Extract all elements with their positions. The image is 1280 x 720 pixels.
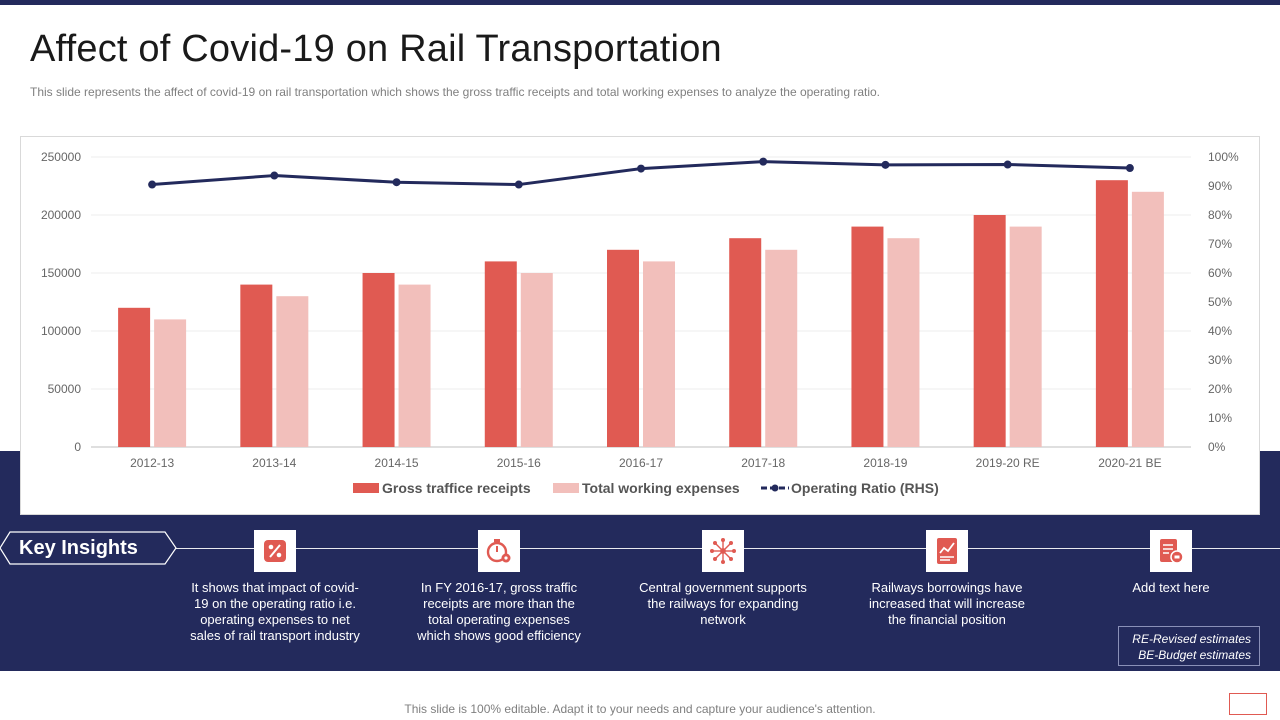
y-right-tick-label: 20%: [1208, 382, 1232, 396]
bar-working-expenses: [398, 284, 431, 447]
x-tick-label: 2019-20 RE: [976, 456, 1040, 470]
bar-gross-receipts: [851, 226, 884, 447]
y-right-tick-label: 50%: [1208, 295, 1232, 309]
legend-swatch-working-expenses: [553, 483, 579, 493]
bar-working-expenses: [1131, 191, 1164, 447]
bar-working-expenses: [887, 238, 920, 447]
finance-document-icon: [1150, 530, 1192, 572]
insight-text-3: Central government supports the railways…: [639, 580, 807, 627]
y-right-tick-label: 40%: [1208, 324, 1232, 338]
x-tick-label: 2013-14: [252, 456, 296, 470]
x-tick-label: 2020-21 BE: [1098, 456, 1161, 470]
legend-label-operating-ratio: Operating Ratio (RHS): [791, 480, 939, 496]
operating-ratio-point: [759, 157, 768, 166]
bar-gross-receipts: [729, 238, 762, 447]
abbreviation-notes: RE-Revised estimates BE-Budget estimates: [1118, 626, 1260, 666]
insight-item-3: Central government supports the railways…: [638, 530, 808, 628]
bar-gross-receipts: [973, 215, 1006, 447]
top-accent-bar: [0, 0, 1280, 5]
bar-working-expenses: [154, 319, 187, 447]
bar-gross-receipts: [362, 273, 395, 447]
x-tick-label: 2018-19: [863, 456, 907, 470]
insight-text-2: In FY 2016-17, gross traffic receipts ar…: [417, 580, 581, 643]
timer-gear-icon: [478, 530, 520, 572]
bar-gross-receipts: [118, 307, 151, 447]
bar-working-expenses: [276, 296, 309, 447]
legend-label-gross-receipts: Gross traffice receipts: [382, 480, 531, 496]
insight-item-1: It shows that impact of covid-19 on the …: [190, 530, 360, 644]
bar-gross-receipts: [240, 284, 273, 447]
x-tick-label: 2014-15: [375, 456, 419, 470]
insight-item-4: Railways borrowings have increased that …: [862, 530, 1032, 628]
x-tick-label: 2016-17: [619, 456, 663, 470]
bar-gross-receipts: [607, 249, 639, 447]
bar-working-expenses: [643, 261, 675, 447]
financial-report-icon: [926, 530, 968, 572]
operating-ratio-point: [392, 178, 401, 187]
y-right-tick-label: 80%: [1208, 208, 1232, 222]
footer-text: This slide is 100% editable. Adapt it to…: [404, 702, 876, 716]
corner-decoration: [1229, 693, 1267, 715]
y-left-tick-label: 200000: [41, 208, 81, 222]
insight-text-1: It shows that impact of covid-19 on the …: [190, 580, 360, 643]
operating-ratio-point: [148, 180, 157, 189]
insight-item-5: Add text here: [1086, 530, 1256, 596]
x-tick-label: 2015-16: [497, 456, 541, 470]
note-revised-estimates: RE-Revised estimates: [1132, 632, 1251, 646]
operating-ratio-point: [1125, 164, 1134, 173]
operating-ratio-point: [1003, 160, 1012, 169]
network-people-icon: [702, 530, 744, 572]
page-subtitle: This slide represents the affect of covi…: [30, 85, 881, 99]
percent-icon: [254, 530, 296, 572]
operating-ratio-point: [637, 164, 645, 173]
operating-ratio-point: [514, 180, 523, 189]
y-right-tick-label: 70%: [1208, 237, 1232, 251]
bar-gross-receipts: [1095, 180, 1128, 447]
note-budget-estimates: BE-Budget estimates: [1138, 648, 1251, 662]
operating-ratio-point: [881, 160, 890, 169]
x-tick-label: 2017-18: [741, 456, 785, 470]
operating-ratio-point: [270, 171, 279, 180]
key-insights-arrow-shape: [0, 531, 177, 565]
bar-working-expenses: [1009, 226, 1042, 447]
legend-marker-operating-ratio: [771, 484, 779, 492]
y-left-tick-label: 150000: [41, 266, 81, 280]
bar-gross-receipts: [484, 261, 517, 447]
legend-label-working-expenses: Total working expenses: [582, 480, 740, 496]
legend-swatch-gross-receipts: [353, 483, 379, 493]
y-right-tick-label: 0%: [1208, 440, 1226, 454]
bar-working-expenses: [765, 249, 798, 447]
y-left-tick-label: 50000: [48, 382, 82, 396]
insight-item-2: In FY 2016-17, gross traffic receipts ar…: [414, 530, 584, 644]
y-right-tick-label: 10%: [1208, 411, 1232, 425]
bar-working-expenses: [520, 273, 553, 447]
chart-panel: 0 50000 100000 150000 200000 250000 0% 10% 20% 30…: [20, 136, 1260, 515]
key-insights-banner: Key Insights: [0, 531, 180, 565]
y-left-tick-label: 100000: [41, 324, 81, 338]
combo-chart: 0 50000 100000 150000 200000 250000 0% 10% 20% 30…: [41, 150, 1239, 496]
y-left-tick-label: 0: [74, 440, 81, 454]
insight-text-4: Railways borrowings have increased that …: [868, 580, 1026, 627]
y-right-tick-label: 60%: [1208, 266, 1232, 280]
y-left-tick-label: 250000: [41, 150, 81, 164]
key-insights-label: Key Insights: [19, 537, 138, 559]
x-tick-label: 2012-13: [130, 456, 174, 470]
y-right-tick-label: 90%: [1208, 179, 1232, 193]
page-title: Affect of Covid-19 on Rail Transportatio…: [30, 28, 722, 70]
y-right-tick-label: 100%: [1208, 150, 1239, 164]
insight-text-5: Add text here: [1132, 580, 1210, 595]
y-right-tick-label: 30%: [1208, 353, 1232, 367]
